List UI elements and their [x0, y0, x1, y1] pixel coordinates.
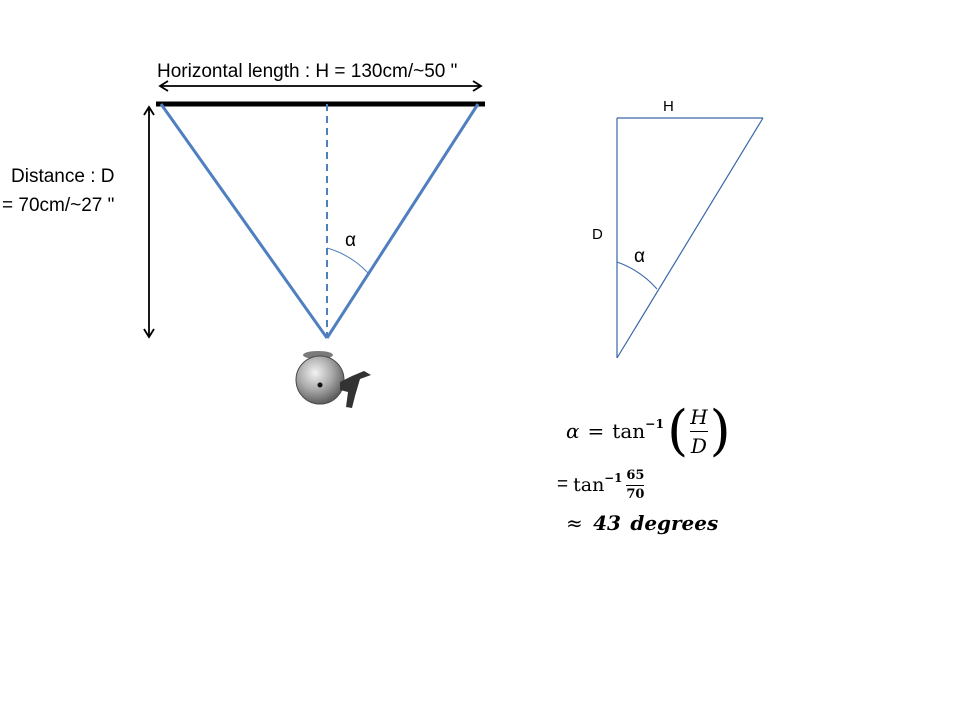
- distance-label-line1: Distance : D: [11, 166, 115, 187]
- formula-numerator: H: [690, 404, 708, 429]
- formula-exp: −1: [645, 415, 665, 431]
- left-angle-label: α: [345, 230, 356, 251]
- formula-line2-eq: =: [557, 474, 569, 496]
- formula-line2-fraction-bar: [626, 484, 645, 486]
- right-d-label: D: [592, 226, 603, 243]
- horizontal-length-label: Horizontal length : H = 130cm/~50 ": [157, 61, 458, 82]
- formula-denominator: D: [690, 433, 707, 458]
- formula-line2-exp: −1: [604, 471, 623, 486]
- formula-line2-func: tan: [573, 474, 605, 497]
- distance-arrow: [143, 105, 155, 339]
- formula-fraction: H D: [690, 404, 708, 458]
- formula-line-1: α = tan −1 ( H D ): [566, 404, 731, 458]
- view-triangle: [159, 103, 480, 339]
- left-angle-arc: [326, 247, 370, 275]
- right-h-label: H: [663, 98, 674, 115]
- formula-left-paren: (: [667, 399, 689, 462]
- horizontal-arrow: [158, 80, 483, 92]
- formula-line-2: = tan −1 65 70: [557, 468, 646, 502]
- formula-line2-denominator: 70: [626, 486, 645, 502]
- formula-line2-numerator: 65: [626, 468, 645, 483]
- formula-line2-fraction: 65 70: [626, 468, 645, 502]
- formula-lhs: α: [566, 419, 580, 443]
- right-angle-arc: [616, 261, 658, 290]
- right-triangle: [616, 117, 764, 359]
- formula-line3-approx: ≈: [566, 511, 583, 535]
- formula-eq: =: [587, 419, 605, 443]
- right-angle-label: α: [634, 246, 645, 267]
- camera-icon: [295, 351, 371, 408]
- formula-fraction-bar: [690, 430, 708, 432]
- formula-line-3: ≈ 43 degrees: [566, 511, 718, 535]
- formula-line3-unit: degrees: [630, 511, 719, 535]
- formula-right-paren: ): [709, 399, 731, 462]
- formula-line3-value: 43: [593, 511, 621, 535]
- formula-func: tan: [612, 419, 646, 443]
- distance-label-line2: = 70cm/~27 ": [2, 195, 115, 216]
